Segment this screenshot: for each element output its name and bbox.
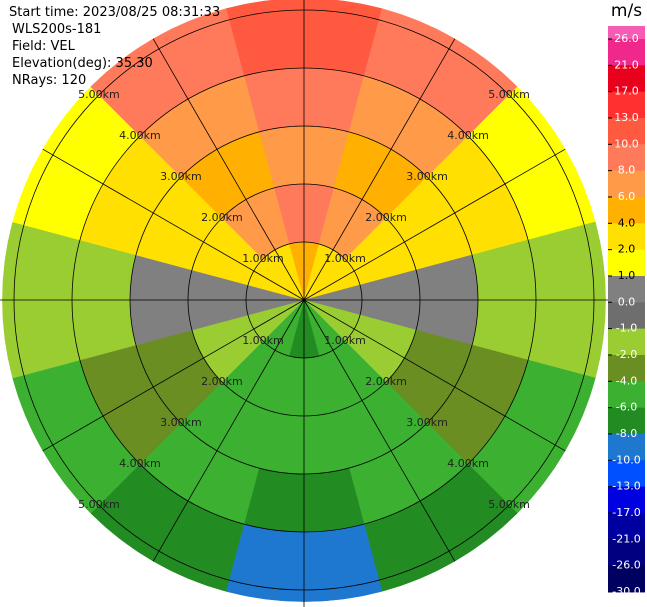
range-label: 3.00km [406,170,448,183]
colorbar-block [608,117,645,145]
colorbar-block [608,302,645,330]
colorbar-label: -26.0 [612,559,640,572]
range-label: 1.00km [324,252,366,265]
range-label: 3.00km [406,416,448,429]
range-ring [187,183,421,417]
spoke-line [303,299,566,452]
range-label: 2.00km [365,211,407,224]
spoke-line [152,299,305,562]
colorbar-block [608,91,645,119]
range-ring [71,67,537,533]
colorbar-label: -2.0 [616,348,637,361]
colorbar-block [608,486,645,514]
colorbar-label: -10.0 [612,453,640,466]
info-line: WLS200s-181 [12,22,101,37]
info-line: Elevation(deg): 35.30 [12,56,153,71]
colorbar-block [608,39,645,66]
colorbar-block [608,512,645,540]
range-grid [0,0,608,607]
range-label: 5.00km [78,498,120,511]
colorbar-label: -30.0 [612,585,640,598]
range-label: 4.00km [119,129,161,142]
colorbar-label: -21.0 [612,532,640,545]
colorbar-block [608,65,645,93]
colorbar-label: 21.0 [614,58,639,71]
colorbar-block [608,381,645,409]
range-label: 5.00km [78,88,120,101]
info-line: Start time: 2023/08/25 08:31:33 [9,5,220,20]
info-line: Field: VEL [12,39,76,54]
info-block: Start time: 2023/08/25 08:31:33 WLS200s-1… [9,5,220,88]
colorbar-block [608,196,645,224]
range-label: 5.00km [488,88,530,101]
colorbar-block [608,407,645,435]
colorbar-block [608,170,645,198]
colorbar-label: 10.0 [614,137,639,150]
spoke-line [303,38,456,301]
range-label: 2.00km [201,375,243,388]
colorbar-block [608,249,645,277]
colorbar-block [608,144,645,172]
colorbar-block [608,275,645,303]
colorbar-block [608,328,645,356]
range-labels: 1.00km 1.00km 1.00km 1.00km 2.00km 2.00km 2.00… [78,88,530,511]
range-label: 1.00km [324,334,366,347]
colorbar-label: 4.0 [618,216,636,229]
colorbar-label: 26.0 [614,32,639,45]
range-label: 1.00km [242,334,284,347]
range-label: 4.00km [119,457,161,470]
spoke-line [303,299,456,562]
colorbar-label: -6.0 [616,401,637,414]
colorbar-label: -4.0 [616,374,637,387]
spoke-line [303,148,566,301]
colorbar-block [608,223,645,251]
range-label: 2.00km [201,211,243,224]
colorbar-label: -1.0 [616,322,637,335]
colorbar-label: -13.0 [612,480,640,493]
range-label: 4.00km [447,129,489,142]
colorbar-label: 13.0 [614,111,639,124]
colorbar-block [608,433,645,461]
spoke-line [152,38,305,301]
colorbar-label: 17.0 [614,85,639,98]
spoke-line [42,148,305,301]
colorbar-block [608,539,645,567]
range-label: 2.00km [365,375,407,388]
range-label: 1.00km [242,252,284,265]
spoke-line [42,299,305,452]
range-label: 3.00km [160,170,202,183]
colorbar-title: m/s [611,1,642,21]
range-label: 5.00km [488,498,530,511]
range-ring [245,241,363,359]
colorbar-label: 6.0 [618,190,636,203]
info-line: NRays: 120 [12,73,86,88]
colorbar-block [608,354,645,382]
colorbar: m/s 26.0 21.0 17.0 13.0 10.0 8.0 6.0 4.0 2.0 1.0 0.… [608,1,645,598]
range-ring [13,9,595,591]
range-ring [129,125,479,475]
colorbar-label: -8.0 [616,427,637,440]
colorbar-label: 0.0 [618,295,636,308]
colorbar-label: 1.0 [618,269,636,282]
range-label: 4.00km [447,457,489,470]
velocity-field [2,0,606,602]
colorbar-block [608,565,645,593]
colorbar-label: 2.0 [618,243,636,256]
colorbar-label: -17.0 [612,506,640,519]
range-label: 3.00km [160,416,202,429]
colorbar-block [608,460,645,488]
colorbar-cap [608,26,645,39]
colorbar-label: 8.0 [618,164,636,177]
